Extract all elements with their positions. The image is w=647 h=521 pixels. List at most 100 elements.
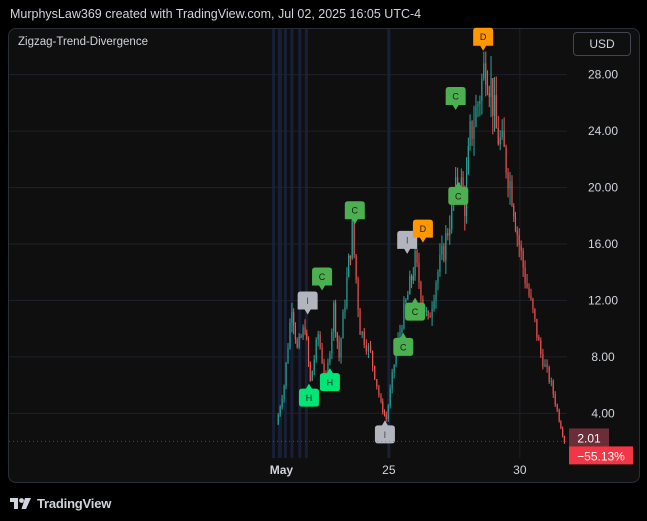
candle-body <box>460 177 462 190</box>
candle-body <box>462 177 464 192</box>
candle-body <box>532 298 534 309</box>
candle-body <box>365 344 367 352</box>
candle-body <box>344 306 346 312</box>
marker-h-bright-green: H <box>319 368 340 392</box>
candle-body <box>315 339 317 360</box>
candle-body <box>410 276 413 281</box>
marker-shape <box>473 27 494 51</box>
candle-body <box>357 279 359 310</box>
candle-body <box>513 205 515 217</box>
marker-shape <box>448 181 469 205</box>
marker-c-green: C <box>344 201 365 225</box>
candle-body <box>289 322 291 349</box>
candle-body <box>317 334 319 340</box>
x-axis: May 25 30 <box>270 463 527 477</box>
candle-body <box>294 325 297 340</box>
candle-body <box>351 220 353 259</box>
candle-body <box>338 341 340 358</box>
marker-label: C <box>452 91 459 101</box>
candle-body <box>451 199 453 230</box>
marker-label: I <box>384 430 387 440</box>
marker-shape <box>297 291 318 315</box>
candle-body <box>563 436 565 443</box>
candle-body <box>418 262 420 283</box>
candle-body <box>409 276 411 295</box>
chart-frame[interactable] <box>8 28 640 483</box>
candle-body <box>538 337 540 341</box>
marker-label: C <box>412 307 419 317</box>
candle-body <box>483 63 485 79</box>
session-band <box>283 29 287 458</box>
marker-h-bright-green: H <box>298 383 319 407</box>
candle-body <box>333 302 335 332</box>
marker-i-gray: I <box>297 291 318 315</box>
marker-c-green: C <box>312 267 333 291</box>
candle-body <box>475 106 477 127</box>
candle-body <box>334 302 337 333</box>
candle-body <box>422 299 424 306</box>
candle-body <box>524 267 526 284</box>
candle-body <box>387 405 389 420</box>
candle-body <box>516 230 518 236</box>
candle-body <box>522 250 524 268</box>
candle-body <box>503 130 505 147</box>
marker-label: I <box>406 235 409 245</box>
candle-body <box>439 254 441 273</box>
marker-shape <box>298 383 319 407</box>
candle-body <box>349 255 352 259</box>
candle-body <box>342 311 344 339</box>
chart-header: MurphysLaw369 created with TradingView.c… <box>10 7 422 21</box>
candle-body <box>321 347 323 364</box>
candle-body <box>298 336 300 348</box>
marker-shape <box>374 420 395 444</box>
candle-body <box>488 92 490 97</box>
candle-body <box>383 412 386 415</box>
marker-label: D <box>480 32 487 42</box>
candle-body <box>306 333 308 339</box>
currency-button[interactable]: USD <box>573 32 631 56</box>
candle-body <box>433 300 435 309</box>
candle-body <box>279 406 281 415</box>
y-tick-label: 12.00 <box>588 293 618 307</box>
candle-body <box>485 63 487 86</box>
last-price-badge <box>569 428 609 447</box>
candle-body <box>382 401 384 413</box>
candle-body <box>490 78 492 97</box>
candle-body <box>514 216 517 231</box>
marker-shape <box>412 219 433 243</box>
candle-body <box>277 414 279 425</box>
candle-body <box>309 362 311 381</box>
candle-body <box>393 364 395 373</box>
candle-body <box>509 181 511 189</box>
candle-body <box>300 336 302 338</box>
candle-body <box>534 308 536 319</box>
indicator-name[interactable]: Zigzag-Trend-Divergence <box>18 36 148 48</box>
session-band <box>298 29 302 458</box>
candle-body <box>323 363 325 376</box>
candle-body <box>304 327 306 334</box>
candle-body <box>562 428 564 437</box>
candle-body <box>441 245 443 255</box>
candle-body <box>507 172 509 189</box>
candle-body <box>329 353 331 363</box>
session-band <box>387 29 391 458</box>
y-axis: 4.00 8.00 12.00 16.00 20.00 24.00 28.00 <box>588 68 618 421</box>
candle-body <box>552 380 554 395</box>
candle-body <box>285 362 287 387</box>
candle-body <box>528 287 530 296</box>
candle-body <box>340 338 342 358</box>
candle-body <box>437 272 439 283</box>
y-tick-label: 8.00 <box>591 350 615 364</box>
y-tick-label: 20.00 <box>588 181 618 195</box>
candle-body <box>449 229 451 236</box>
marker-label: C <box>455 191 462 201</box>
marker-shape <box>405 297 426 321</box>
candle-body <box>302 327 304 338</box>
candle-body <box>429 315 431 318</box>
candle-body <box>558 409 560 422</box>
candle-body <box>540 340 542 355</box>
footer-brand[interactable]: TradingView <box>10 496 111 511</box>
session-band <box>277 29 281 458</box>
candle-body <box>469 121 471 146</box>
